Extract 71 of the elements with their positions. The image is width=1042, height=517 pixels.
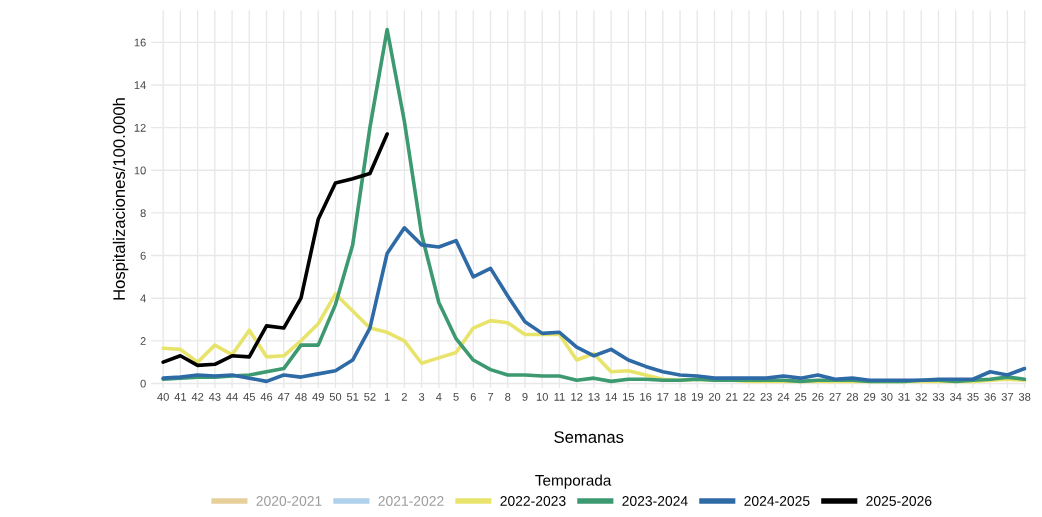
x-tick-label: 14	[605, 393, 617, 401]
y-tick-label: 10	[134, 166, 146, 175]
x-tick-label: 35	[967, 392, 979, 401]
x-tick-label: 44	[226, 393, 238, 401]
x-tick-label: 49	[312, 392, 324, 401]
y-tick-label: 16	[134, 38, 146, 47]
legend-label: 2024-2025	[744, 496, 810, 506]
line-series	[161, 132, 389, 368]
x-tick-label: 32	[915, 392, 927, 401]
y-tick-label: 0	[140, 379, 146, 388]
line-series	[161, 226, 1027, 384]
y-tick-label: 4	[140, 294, 146, 303]
x-tick-label: 36	[984, 392, 996, 401]
x-tick-label: 10	[536, 392, 548, 401]
y-tick-label: 2	[140, 337, 146, 345]
x-tick-label: 6	[470, 392, 476, 401]
x-tick-label: 40	[157, 392, 169, 401]
legend-title: Temporada	[535, 474, 612, 489]
x-tick-label: 13	[588, 392, 600, 401]
legend-label: 2020-2021	[256, 496, 322, 506]
x-tick-label: 45	[243, 393, 256, 401]
x-axis-title: Semanas	[554, 431, 624, 443]
x-tick-label: 12	[571, 392, 583, 401]
x-tick-label: 18	[674, 392, 686, 401]
x-tick-label: 42	[191, 392, 204, 401]
x-tick-label: 28	[846, 392, 859, 401]
y-tick-label: 6	[140, 251, 146, 260]
x-tick-label: 33	[932, 392, 945, 401]
x-tick-label: 52	[364, 392, 376, 401]
x-tick-label: 11	[554, 393, 565, 401]
x-tick-label: 16	[640, 392, 652, 401]
legend-label: 2023-2024	[622, 496, 688, 506]
x-tick-label: 47	[277, 393, 290, 401]
x-tick-label: 24	[777, 392, 790, 401]
x-tick-label: 21	[726, 392, 738, 401]
x-tick-label: 37	[1001, 392, 1014, 401]
x-tick-label: 43	[208, 392, 221, 401]
x-tick-label: 23	[760, 392, 772, 401]
x-tick-label: 7	[488, 393, 494, 401]
x-tick-label: 46	[260, 392, 273, 401]
x-tick-label: 26	[812, 392, 824, 401]
x-tick-label: 3	[418, 392, 425, 401]
x-tick-label: 9	[522, 392, 528, 401]
x-tick-label: 15	[623, 393, 635, 401]
legend-label: 2022-2023	[500, 496, 566, 506]
x-tick-label: 20	[708, 392, 721, 401]
x-tick-label: 19	[691, 392, 703, 401]
x-tick-label: 41	[174, 393, 187, 401]
x-tick-label: 34	[949, 392, 962, 401]
x-tick-label: 48	[295, 392, 307, 401]
x-tick-label: 8	[505, 392, 511, 401]
legend-label: 2025-2026	[866, 496, 932, 506]
x-tick-label: 27	[829, 392, 841, 401]
x-tick-label: 22	[743, 392, 755, 401]
x-tick-label: 31	[898, 392, 910, 401]
x-tick-label: 29	[863, 392, 876, 401]
x-tick-label: 2	[401, 392, 407, 401]
y-tick-label: 12	[134, 123, 146, 132]
x-tick-label: 38	[1018, 392, 1031, 401]
y-tick-label: 8	[140, 209, 146, 218]
legend-label: 2021-2022	[378, 496, 444, 506]
x-tick-label: 25	[795, 392, 807, 401]
x-tick-label: 30	[881, 392, 893, 401]
x-tick-label: 1	[384, 393, 390, 401]
x-tick-label: 51	[346, 393, 359, 401]
y-axis-title: Hospitalizaciones/100.000h	[112, 98, 129, 300]
x-tick-label: 4	[436, 393, 442, 401]
y-tick-label: 14	[134, 81, 146, 89]
x-tick-label: 5	[453, 393, 459, 401]
x-tick-label: 50	[329, 392, 342, 401]
x-tick-label: 17	[657, 393, 669, 401]
